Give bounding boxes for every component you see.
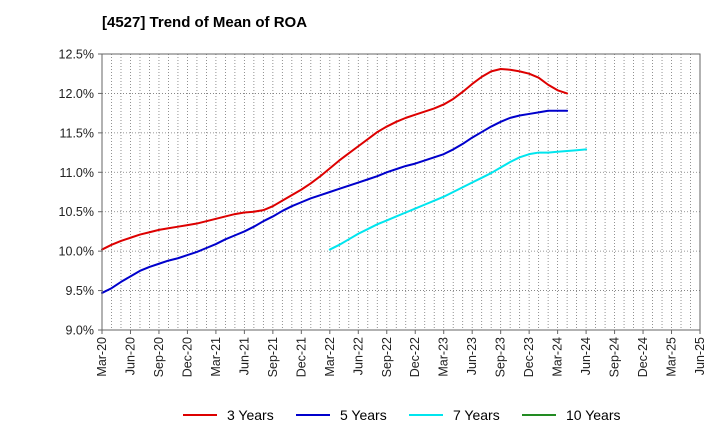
legend-label: 10 Years (566, 407, 621, 423)
x-tick-label: Dec-22 (408, 337, 422, 377)
legend-label: 7 Years (453, 407, 500, 423)
x-tick-label: Dec-24 (636, 337, 650, 377)
legend-item-7-years: 7 Years (409, 403, 500, 427)
x-tick-label: Jun-25 (693, 337, 707, 375)
x-tick-label: Mar-23 (437, 337, 451, 377)
series-line-3-years (101, 67, 569, 251)
y-tick-label: 11.5% (59, 126, 94, 140)
x-tick-label: Jun-22 (351, 337, 365, 375)
chart-title: [4527] Trend of Mean of ROA (102, 14, 308, 31)
y-tick-label: 11.0% (59, 166, 94, 180)
x-tick-label: Sep-22 (380, 337, 394, 377)
legend-label: 5 Years (340, 407, 387, 423)
x-tick-label: Mar-21 (209, 337, 223, 377)
legend-swatch (183, 414, 217, 416)
plot-frame (101, 53, 701, 331)
x-tick-label: Sep-24 (608, 337, 622, 377)
x-tick-label: Jun-21 (237, 337, 251, 375)
x-tick-label: Mar-22 (323, 337, 337, 377)
x-tick-label: Sep-20 (152, 337, 166, 377)
legend-swatch (522, 414, 556, 416)
x-tick-label: Mar-25 (665, 337, 679, 377)
x-tick-label: Mar-20 (95, 337, 109, 377)
x-tick-label: Jun-23 (465, 337, 479, 375)
y-tick-label: 10.5% (59, 205, 94, 219)
x-tick-label: Sep-23 (494, 337, 508, 377)
legend-swatch (296, 414, 330, 416)
y-tick-label: 10.0% (59, 245, 94, 259)
x-tick-label: Mar-24 (551, 337, 565, 377)
plot-area (102, 54, 700, 330)
x-tick-label: Jun-20 (123, 337, 137, 375)
x-tick-label: Jun-24 (579, 337, 593, 375)
legend-item-5-years: 5 Years (296, 403, 387, 427)
series-line-5-years (101, 109, 569, 294)
chart-legend: 3 Years 5 Years 7 Years 10 Years (0, 403, 720, 427)
legend-swatch (409, 414, 443, 416)
y-tick-label: 9.5% (66, 284, 95, 298)
y-tick-label: 12.5% (59, 48, 94, 62)
y-tick-label: 9.0% (66, 324, 95, 338)
x-tick-label: Dec-21 (294, 337, 308, 377)
legend-label: 3 Years (227, 407, 274, 423)
x-tick-label: Sep-21 (266, 337, 280, 377)
legend-item-10-years: 10 Years (522, 403, 621, 427)
y-tick-label: 12.0% (59, 87, 94, 101)
x-tick-label: Dec-20 (180, 337, 194, 377)
legend-item-3-years: 3 Years (183, 403, 274, 427)
x-tick-label: Dec-23 (522, 337, 536, 377)
series-line-7-years (328, 148, 588, 251)
